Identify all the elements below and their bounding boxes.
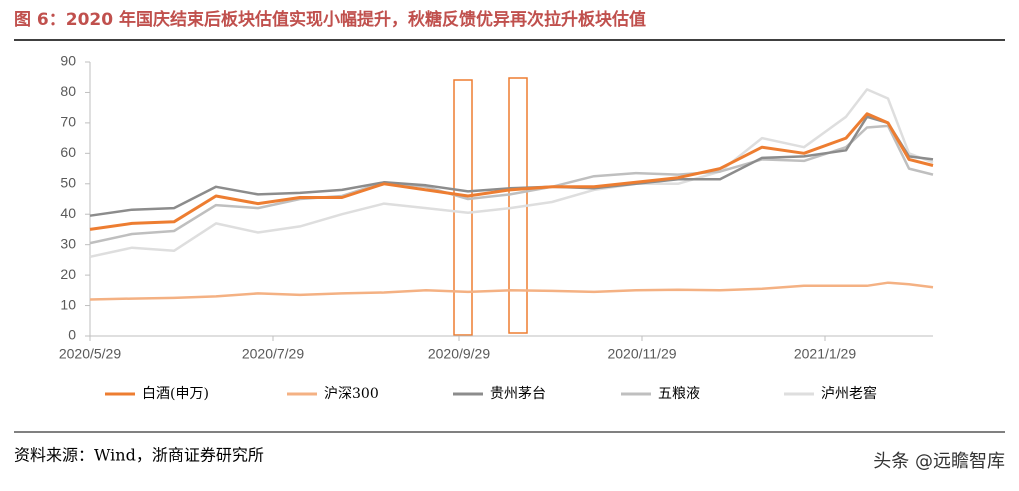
series-line: [89, 281, 934, 301]
legend-label: 白酒(申万): [142, 386, 209, 402]
chart-title: 图 6：2020 年国庆结束后板块估值实现小幅提升，秋糖反馈优异再次拉升板块估值: [14, 9, 646, 30]
legend-label: 贵州茅台: [490, 386, 546, 402]
y-tick-label: 70: [60, 114, 76, 130]
series-line: [89, 124, 934, 245]
x-tick-label: 2020/5/29: [59, 346, 121, 362]
series-line: [89, 112, 934, 231]
series-line: [89, 115, 934, 217]
y-tick-label: 40: [60, 205, 76, 221]
legend-label: 沪深300: [324, 386, 379, 402]
y-tick-label: 60: [60, 144, 76, 160]
watermark: 头条 @远瞻智库: [873, 451, 1005, 472]
series-line: [89, 88, 934, 259]
legend-label: 五粮液: [658, 386, 700, 402]
highlight-box: [453, 79, 473, 336]
y-tick-label: 0: [68, 327, 76, 343]
x-tick-label: 2020/11/29: [607, 346, 676, 362]
x-tick-label: 2020/7/29: [242, 346, 304, 362]
y-tick-label: 80: [60, 83, 76, 99]
y-tick-label: 30: [60, 235, 76, 251]
x-tick-label: 2020/9/29: [428, 346, 490, 362]
y-tick-label: 90: [60, 53, 76, 69]
legend-label: 泸州老窖: [821, 385, 877, 402]
x-tick-label: 2021/1/29: [794, 346, 856, 362]
y-tick-label: 10: [60, 296, 76, 312]
source: 资料来源：Wind，浙商证券研究所: [14, 446, 264, 465]
y-tick-label: 20: [60, 266, 76, 282]
y-tick-label: 50: [60, 174, 76, 190]
